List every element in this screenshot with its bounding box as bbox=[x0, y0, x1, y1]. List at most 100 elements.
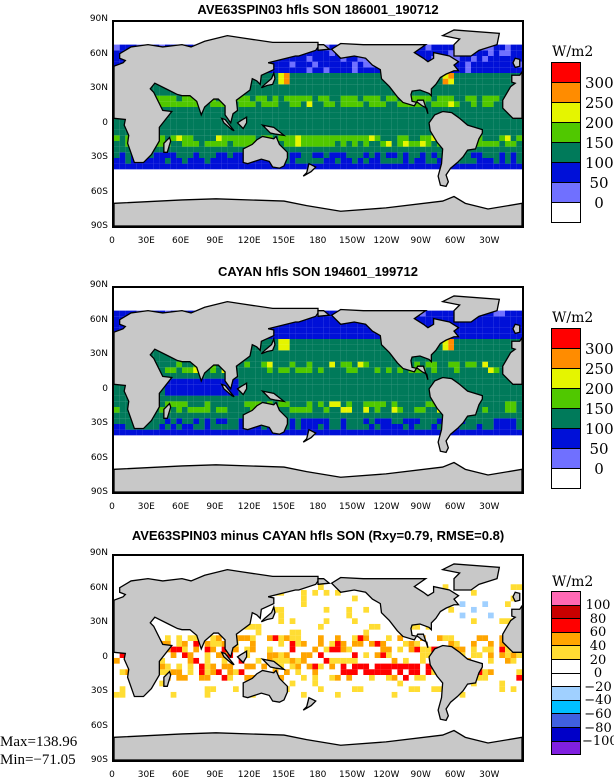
grid-cell bbox=[255, 123, 262, 130]
grid-cell bbox=[459, 327, 466, 334]
grid-cell bbox=[335, 412, 341, 419]
grid-cell bbox=[312, 118, 319, 124]
grid-cell bbox=[233, 112, 239, 119]
grid-cell bbox=[182, 418, 188, 424]
grid-cell bbox=[318, 355, 324, 362]
grid-cell bbox=[442, 101, 449, 107]
grid-cell bbox=[374, 418, 381, 424]
grid-cell bbox=[482, 123, 489, 130]
lon-tick-label: 180 bbox=[309, 236, 327, 246]
grid-cell bbox=[159, 412, 166, 419]
grid-cell bbox=[312, 101, 319, 107]
grid-cell bbox=[199, 423, 205, 430]
grid-cell bbox=[476, 333, 483, 339]
lon-tick-label: 0 bbox=[109, 770, 115, 780]
colorbar-label: 150 bbox=[585, 133, 614, 152]
grid-cell bbox=[488, 310, 494, 317]
grid-cell bbox=[414, 412, 421, 419]
grid-cell bbox=[482, 395, 489, 402]
grid-cell bbox=[414, 406, 421, 413]
grid-cell bbox=[425, 663, 432, 670]
grid-cell bbox=[397, 129, 404, 136]
grid-cell bbox=[255, 389, 262, 396]
grid-cell bbox=[420, 123, 426, 130]
grid-cell bbox=[357, 67, 364, 73]
grid-cell bbox=[352, 338, 358, 345]
grid-cell bbox=[471, 338, 477, 345]
grid-cell bbox=[125, 423, 132, 430]
grid-cell bbox=[267, 72, 273, 79]
grid-cell bbox=[289, 89, 296, 96]
grid-cell bbox=[386, 646, 392, 653]
landmass-samerica bbox=[429, 112, 482, 187]
grid-cell bbox=[488, 378, 494, 385]
grid-cell bbox=[193, 395, 200, 402]
grid-cell bbox=[193, 635, 200, 641]
grid-cell bbox=[499, 429, 506, 436]
grid-cell bbox=[346, 669, 353, 675]
grid-cell bbox=[318, 663, 324, 670]
grid-cell bbox=[352, 118, 358, 124]
grid-cell bbox=[323, 395, 330, 402]
grid-cell bbox=[471, 344, 477, 351]
grid-cell bbox=[482, 152, 489, 158]
grid-cell bbox=[119, 146, 126, 153]
grid-cell bbox=[233, 686, 239, 692]
grid-cell bbox=[403, 418, 409, 424]
grid-cell bbox=[284, 361, 290, 368]
grid-cell bbox=[272, 72, 279, 79]
grid-cell bbox=[340, 333, 347, 339]
colorbar bbox=[551, 591, 581, 756]
grid-cell bbox=[199, 389, 205, 396]
landmass-chukotka bbox=[318, 45, 329, 51]
grid-cell bbox=[289, 140, 296, 147]
grid-cell bbox=[488, 95, 494, 102]
colorbar-label: 0 bbox=[593, 666, 603, 682]
grid-cell bbox=[182, 652, 188, 658]
grid-cell bbox=[216, 112, 222, 119]
grid-cell bbox=[482, 333, 489, 339]
grid-cell bbox=[193, 135, 200, 141]
grid-cell bbox=[363, 106, 370, 113]
grid-cell bbox=[289, 78, 296, 85]
grid-cell bbox=[278, 101, 285, 107]
grid-cell bbox=[159, 663, 166, 670]
grid-cell bbox=[318, 406, 324, 413]
grid-cell bbox=[182, 152, 188, 158]
grid-cell bbox=[261, 118, 268, 124]
grid-cell bbox=[182, 429, 188, 436]
grid-cell bbox=[488, 61, 494, 68]
grid-cell bbox=[448, 372, 455, 379]
grid-cell bbox=[476, 327, 483, 334]
grid-cell bbox=[170, 163, 177, 170]
grid-cell bbox=[238, 406, 245, 413]
grid-cell bbox=[323, 389, 330, 396]
grid-cell bbox=[170, 140, 177, 147]
grid-cell bbox=[363, 129, 370, 136]
grid-cell bbox=[414, 89, 421, 96]
grid-cell bbox=[352, 112, 358, 119]
lat-tick-label: 0 bbox=[102, 117, 108, 128]
grid-cell bbox=[369, 406, 375, 413]
grid-cell bbox=[397, 401, 404, 407]
grid-cell bbox=[335, 589, 341, 596]
grid-cell bbox=[454, 163, 460, 170]
grid-cell bbox=[114, 401, 120, 407]
grid-cell bbox=[261, 344, 268, 351]
grid-cell bbox=[306, 152, 313, 158]
grid-cell bbox=[369, 67, 375, 73]
grid-cell bbox=[380, 101, 387, 107]
grid-cell bbox=[499, 344, 506, 351]
grid-cell bbox=[352, 669, 358, 675]
grid-cell bbox=[318, 146, 324, 153]
grid-cell bbox=[199, 378, 205, 385]
grid-cell bbox=[335, 89, 341, 96]
grid-cell bbox=[510, 321, 517, 328]
grid-cell bbox=[272, 101, 279, 107]
grid-cell bbox=[204, 674, 211, 681]
lat-tick-label: 90S bbox=[90, 487, 108, 497]
grid-cell bbox=[476, 61, 483, 68]
landmass-sumatra bbox=[222, 384, 234, 396]
grid-cell bbox=[165, 669, 171, 675]
grid-cell bbox=[493, 44, 500, 51]
